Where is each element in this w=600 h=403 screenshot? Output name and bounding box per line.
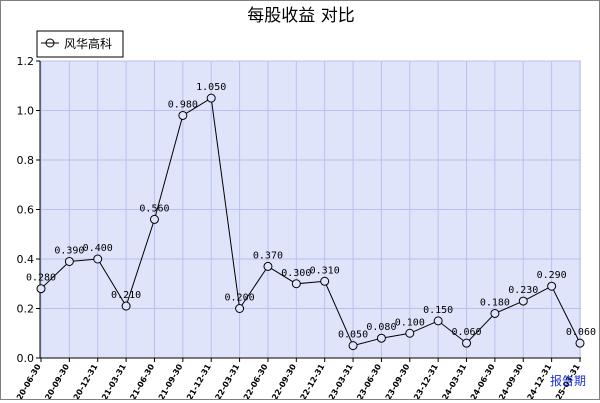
data-label: 0.080 [366,322,396,333]
data-label: 0.370 [253,250,283,261]
legend-marker [45,38,55,48]
data-point [348,341,358,351]
x-tick-label: 2021-09-30 [151,362,185,399]
y-tick-label: 0.2 [17,303,35,316]
data-label: 0.230 [508,285,538,296]
data-label: 0.280 [26,273,56,284]
x-tick-label: 2024-12-31 [520,362,554,399]
x-tick-label: 2020-09-30 [38,362,72,399]
x-tick-label: 2024-03-31 [435,362,469,399]
data-label: 0.300 [281,268,311,279]
data-label: 0.060 [566,327,596,338]
x-tick-label: 2021-03-31 [94,362,128,399]
x-tick-label: 2023-06-30 [350,362,384,399]
legend-box [36,30,124,58]
y-tick-label: 1.2 [17,55,35,68]
data-label: 0.390 [54,245,84,256]
data-label: 0.150 [423,305,453,316]
data-point [149,214,159,224]
data-label: 0.100 [395,317,425,328]
data-point [376,333,386,343]
y-tick-label: 0.0 [17,352,35,365]
data-point [64,256,74,266]
y-tick-label: 1.0 [17,105,35,118]
data-point [462,338,472,348]
x-tick-label: 2023-12-31 [407,362,441,399]
x-tick-label: 2022-03-31 [208,362,242,399]
chart-title: 每股收益 对比 [247,6,354,26]
data-point [575,338,585,348]
x-tick-label: 2022-09-30 [265,362,299,399]
x-axis-ticks: 2020-06-302020-09-302020-12-312021-03-31… [9,358,582,403]
y-tick-label: 0.4 [17,253,35,266]
data-point [320,276,330,286]
data-points [36,93,585,351]
data-point [235,304,245,313]
x-axis-title: 报告期 [550,373,586,388]
data-point [263,261,273,271]
data-label: 0.290 [537,270,567,281]
legend: 风华高科 [36,30,124,58]
x-tick-label: 2022-12-31 [293,362,327,399]
data-point [178,110,188,120]
y-tick-label: 0.8 [17,154,35,167]
y-tick-label: 0.6 [17,204,35,217]
x-tick-label: 2024-09-30 [492,362,526,399]
x-tick-label: 2023-09-30 [378,362,412,399]
x-tick-label: 2020-12-31 [66,362,100,399]
data-label: 0.310 [310,265,340,276]
data-point [433,316,443,326]
data-label: 0.060 [451,327,481,338]
data-point [36,284,46,294]
legend-label: 风华高科 [64,36,112,51]
y-axis-ticks: 0.0 0.2 0.4 0.6 0.8 1.0 1.2 [17,55,40,365]
data-label: 0.050 [338,330,368,341]
data-label: 0.180 [480,297,510,308]
data-point [206,93,216,103]
data-point [291,279,301,289]
data-label: 0.400 [83,243,113,254]
data-point [547,281,557,291]
data-point [93,254,103,264]
data-label: 0.210 [111,290,141,301]
grid-lines [40,60,581,358]
data-point [121,301,131,311]
x-tick-label: 2020-06-30 [9,362,43,399]
data-label: 0.980 [168,99,198,110]
x-tick-label: 2024-06-30 [463,362,497,399]
data-point [405,328,415,338]
series-line [40,97,581,347]
data-label: 0.560 [139,203,169,214]
x-tick-label: 2023-03-31 [321,362,355,399]
data-point [518,296,528,306]
x-tick-label: 2021-12-31 [180,362,214,399]
x-tick-label: 2022-06-30 [236,362,270,399]
data-point [490,308,500,318]
data-label: 1.050 [196,82,226,93]
data-label: 0.200 [225,293,255,304]
x-tick-label: 2021-06-30 [123,362,157,399]
